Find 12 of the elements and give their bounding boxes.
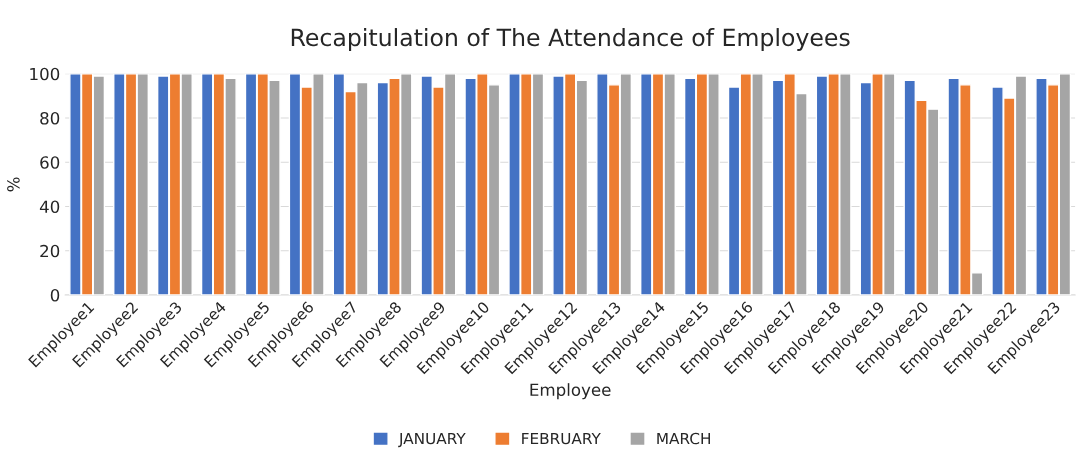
y-tick-label: 60 (40, 156, 60, 169)
y-axis-title: % (7, 177, 20, 192)
chart-title: Recapitulation of The Attendance of Employees (291, 28, 850, 51)
y-tick-label: 80 (40, 111, 60, 125)
legend-label: MARCH (657, 432, 710, 445)
y-tick-label: 0 (50, 289, 60, 302)
legend-label: FEBRUARY (522, 432, 601, 445)
legend-label: JANUARY (398, 432, 466, 448)
y-tick-label: 40 (39, 200, 60, 214)
y-tick-label: 20 (40, 244, 60, 258)
y-tick-label: 100 (30, 67, 60, 81)
x-axis-title: Employee (530, 383, 611, 400)
